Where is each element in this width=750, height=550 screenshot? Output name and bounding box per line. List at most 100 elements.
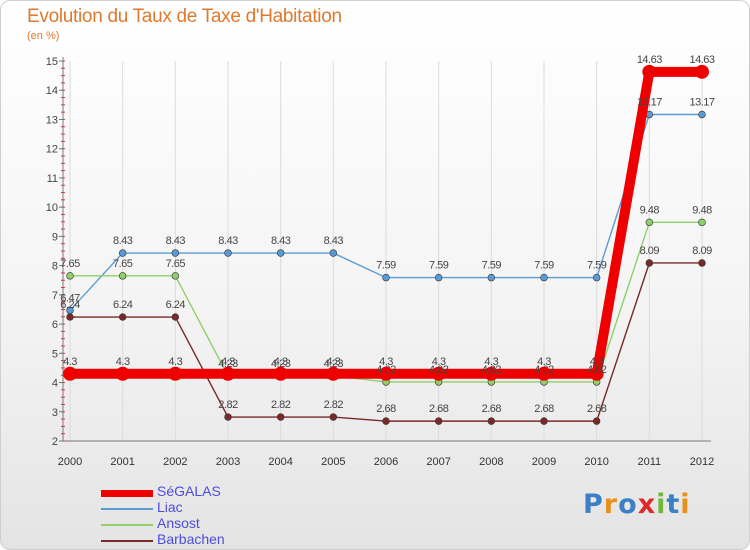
data-label: 2.68 bbox=[429, 403, 449, 415]
data-point bbox=[589, 366, 604, 381]
data-label: 8.43 bbox=[113, 235, 133, 247]
y-tick-label: 13 bbox=[46, 114, 58, 126]
data-label: 2.68 bbox=[482, 403, 502, 415]
data-point bbox=[487, 273, 496, 282]
data-point bbox=[118, 272, 127, 280]
x-tick-label: 2008 bbox=[479, 456, 503, 468]
data-label: 7.59 bbox=[534, 260, 554, 272]
y-tick-label: 5 bbox=[52, 348, 58, 360]
data-point bbox=[115, 366, 130, 381]
data-label: 7.65 bbox=[60, 258, 80, 270]
data-point bbox=[382, 273, 390, 282]
data-point bbox=[276, 413, 285, 421]
data-label: 7.59 bbox=[482, 260, 502, 272]
data-label: 13.17 bbox=[689, 96, 714, 108]
legend-swatch bbox=[101, 524, 153, 526]
legend-swatch bbox=[101, 489, 153, 497]
data-label: 7.59 bbox=[429, 260, 449, 272]
data-label: 4.02 bbox=[376, 364, 396, 376]
data-label: 4.3 bbox=[221, 356, 235, 368]
data-point bbox=[592, 417, 601, 425]
data-point bbox=[224, 413, 232, 421]
data-label: 4.3 bbox=[274, 356, 288, 368]
data-label: 8.09 bbox=[640, 245, 660, 257]
x-tick-label: 2009 bbox=[532, 456, 556, 468]
data-label: 4.3 bbox=[326, 356, 340, 368]
data-point bbox=[221, 366, 235, 381]
data-label: 4.02 bbox=[534, 364, 554, 376]
y-tick-label: 7 bbox=[52, 290, 58, 302]
x-tick-label: 2003 bbox=[216, 456, 240, 468]
legend-label: SéGALAS bbox=[157, 483, 221, 499]
data-point bbox=[695, 64, 709, 79]
logo-letter: i bbox=[656, 489, 667, 520]
legend-label: Ansost bbox=[157, 515, 200, 531]
x-tick-label: 2011 bbox=[638, 456, 662, 468]
logo-letter: x bbox=[637, 489, 657, 520]
data-label: 4.02 bbox=[587, 364, 607, 376]
legend-label: Liac bbox=[157, 499, 183, 515]
data-point bbox=[326, 366, 341, 381]
y-tick-label: 10 bbox=[46, 202, 58, 214]
x-tick-label: 2004 bbox=[268, 456, 292, 468]
y-tick-label: 4 bbox=[52, 378, 58, 390]
x-tick-label: 2007 bbox=[426, 456, 450, 468]
data-point bbox=[66, 313, 74, 321]
data-point bbox=[66, 272, 74, 280]
data-label: 2.82 bbox=[218, 399, 238, 411]
logo-letter: r bbox=[603, 489, 619, 520]
data-point bbox=[431, 366, 446, 381]
data-point bbox=[592, 273, 601, 282]
data-label: 4.23 bbox=[218, 358, 238, 370]
data-label: 2.68 bbox=[587, 403, 607, 415]
y-tick-label: 14 bbox=[46, 85, 58, 97]
data-point bbox=[434, 417, 443, 425]
data-label: 8.43 bbox=[271, 235, 291, 247]
x-tick-label: 2005 bbox=[321, 456, 345, 468]
data-label: 4.3 bbox=[379, 356, 393, 368]
data-point bbox=[118, 249, 127, 257]
logo-letter: t bbox=[666, 489, 681, 520]
y-tick-label: 2 bbox=[52, 436, 58, 448]
data-point bbox=[276, 249, 285, 257]
data-point bbox=[171, 272, 180, 280]
data-label: 4.3 bbox=[484, 356, 498, 368]
data-label: 8.43 bbox=[324, 235, 344, 247]
data-label: 4.23 bbox=[324, 358, 344, 370]
legend-swatch bbox=[101, 540, 153, 542]
data-label: 2.68 bbox=[376, 403, 396, 415]
x-tick-label: 2010 bbox=[584, 456, 608, 468]
data-point bbox=[273, 366, 288, 381]
data-label: 6.24 bbox=[113, 299, 133, 311]
data-point bbox=[379, 366, 393, 381]
data-label: 8.43 bbox=[218, 235, 238, 247]
data-point bbox=[329, 249, 338, 257]
data-label: 2.68 bbox=[534, 403, 554, 415]
chart-subtitle: (en %) bbox=[27, 30, 60, 42]
data-point bbox=[645, 218, 654, 227]
data-label: 7.65 bbox=[113, 258, 133, 270]
data-label: 6.24 bbox=[166, 299, 186, 311]
legend-swatch bbox=[101, 508, 153, 510]
data-label: 14.63 bbox=[689, 54, 714, 66]
y-tick-label: 15 bbox=[46, 56, 58, 68]
data-point bbox=[168, 366, 183, 381]
data-label: 4.3 bbox=[116, 356, 130, 368]
data-label: 4.02 bbox=[482, 364, 502, 376]
data-label: 4.3 bbox=[537, 356, 551, 368]
x-tick-label: 2006 bbox=[374, 456, 398, 468]
data-point bbox=[434, 273, 443, 282]
y-tick-label: 8 bbox=[52, 261, 58, 273]
data-point bbox=[224, 249, 232, 257]
data-label: 8.09 bbox=[692, 245, 712, 257]
data-point bbox=[540, 273, 548, 282]
data-point bbox=[171, 249, 180, 257]
data-label: 6.47 bbox=[60, 292, 80, 304]
chart-title: Evolution du Taux de Taxe d'Habitation bbox=[27, 6, 342, 27]
data-label: 4.3 bbox=[432, 356, 446, 368]
data-label: 4.3 bbox=[590, 356, 604, 368]
y-tick-label: 12 bbox=[46, 144, 58, 156]
y-tick-label: 6 bbox=[52, 319, 58, 331]
data-point bbox=[698, 259, 706, 267]
